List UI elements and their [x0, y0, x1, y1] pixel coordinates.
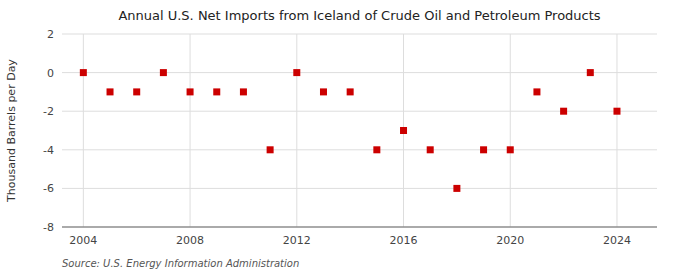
x-tick-label: 2016	[390, 234, 418, 247]
x-tick-label: 2004	[69, 234, 97, 247]
y-grid-line	[62, 111, 657, 112]
point	[613, 108, 620, 115]
point	[480, 146, 487, 153]
point	[533, 88, 540, 95]
point	[320, 88, 327, 95]
y-tick-label: -8	[43, 221, 54, 234]
y-tick-label: 0	[47, 67, 54, 80]
background	[0, 0, 675, 275]
axes: -8 -6 -4 -2 0 2 2004 2008 2012 2016 2020 2024	[43, 28, 657, 247]
point	[187, 88, 194, 95]
x-tick-label: 2008	[176, 234, 204, 247]
point	[347, 88, 354, 95]
grid	[62, 34, 657, 227]
point	[213, 88, 220, 95]
y-tick-label: 2	[47, 28, 54, 41]
y-grid-line	[62, 149, 657, 150]
y-tick-label: -4	[43, 144, 54, 157]
points	[80, 69, 621, 192]
y-tick-label: -6	[43, 182, 54, 195]
point	[400, 127, 407, 134]
x-tick-label: 2024	[603, 234, 631, 247]
y-grid-line	[62, 227, 657, 228]
point	[240, 88, 247, 95]
x-axis-line	[62, 227, 657, 228]
point	[587, 69, 594, 76]
x-grid-line	[83, 34, 84, 227]
title: Annual U.S. Net Imports from Iceland of …	[118, 8, 600, 23]
point	[267, 146, 274, 153]
source-note: Source: U.S. Energy Information Administ…	[62, 258, 299, 269]
x-tick-label: 2012	[283, 234, 311, 247]
y-axis-label: Thousand Barrels per Day	[5, 59, 18, 203]
x-grid-line	[296, 34, 297, 227]
point	[107, 88, 114, 95]
point	[453, 185, 460, 192]
x-tick-label: 2020	[496, 234, 524, 247]
point	[80, 69, 87, 76]
point	[560, 108, 567, 115]
point	[160, 69, 167, 76]
y-grid-line	[62, 34, 657, 35]
chart: -8 -6 -4 -2 0 2 2004 2008 2012 2016 2020 2024 Annual…	[0, 0, 675, 275]
x-grid-line	[510, 34, 511, 227]
point	[507, 146, 514, 153]
point	[373, 146, 380, 153]
y-grid-line	[62, 72, 657, 73]
point	[427, 146, 434, 153]
x-grid-line	[190, 34, 191, 227]
y-tick-label: -2	[43, 105, 54, 118]
x-grid-line	[616, 34, 617, 227]
point	[133, 88, 140, 95]
y-grid-line	[62, 188, 657, 189]
point	[293, 69, 300, 76]
